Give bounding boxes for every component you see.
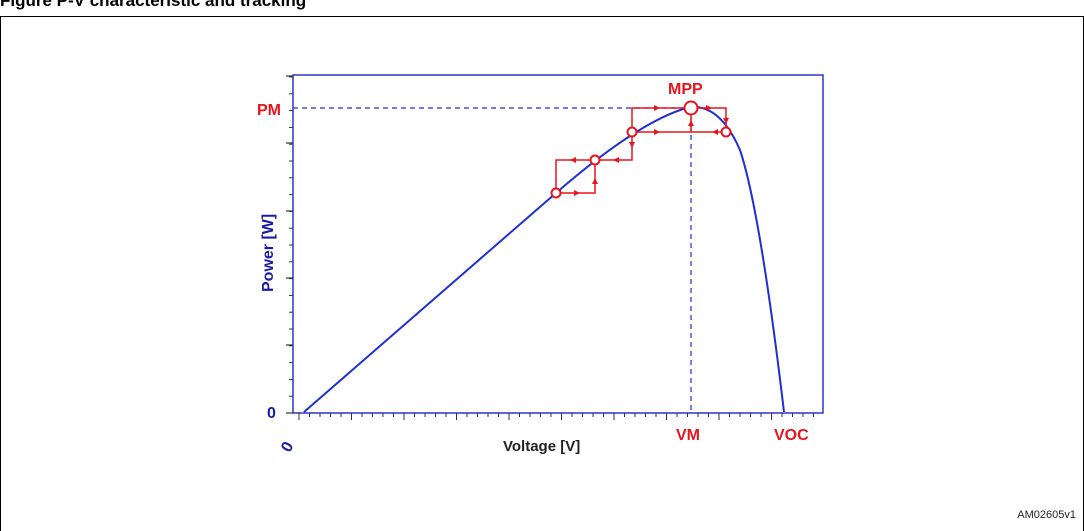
voc-label: VOC <box>774 427 809 444</box>
point-3 <box>626 126 638 138</box>
x-zero-label: 0 <box>278 439 297 455</box>
x-axis-title: Voltage [V] <box>503 438 580 455</box>
reference-code: AM02605v1 <box>1017 509 1076 521</box>
point-1 <box>550 187 562 199</box>
point-4 <box>720 126 732 138</box>
mpp-point <box>683 100 699 116</box>
plot-area <box>292 74 824 414</box>
mpp-label: MPP <box>668 81 703 98</box>
tracking-path <box>555 107 727 194</box>
pm-label: PM <box>257 102 281 119</box>
axis-ticks <box>286 75 814 420</box>
vm-label: VM <box>676 427 700 444</box>
point-2 <box>589 154 601 166</box>
y-zero-label: 0 <box>267 405 276 422</box>
operating-points <box>550 100 732 199</box>
y-axis-title: Power [W] <box>260 214 277 292</box>
tracking-arrows <box>570 105 729 196</box>
pv-curve <box>303 105 785 413</box>
figure-caption: Figure P-V characteristic and tracking <box>0 0 307 10</box>
